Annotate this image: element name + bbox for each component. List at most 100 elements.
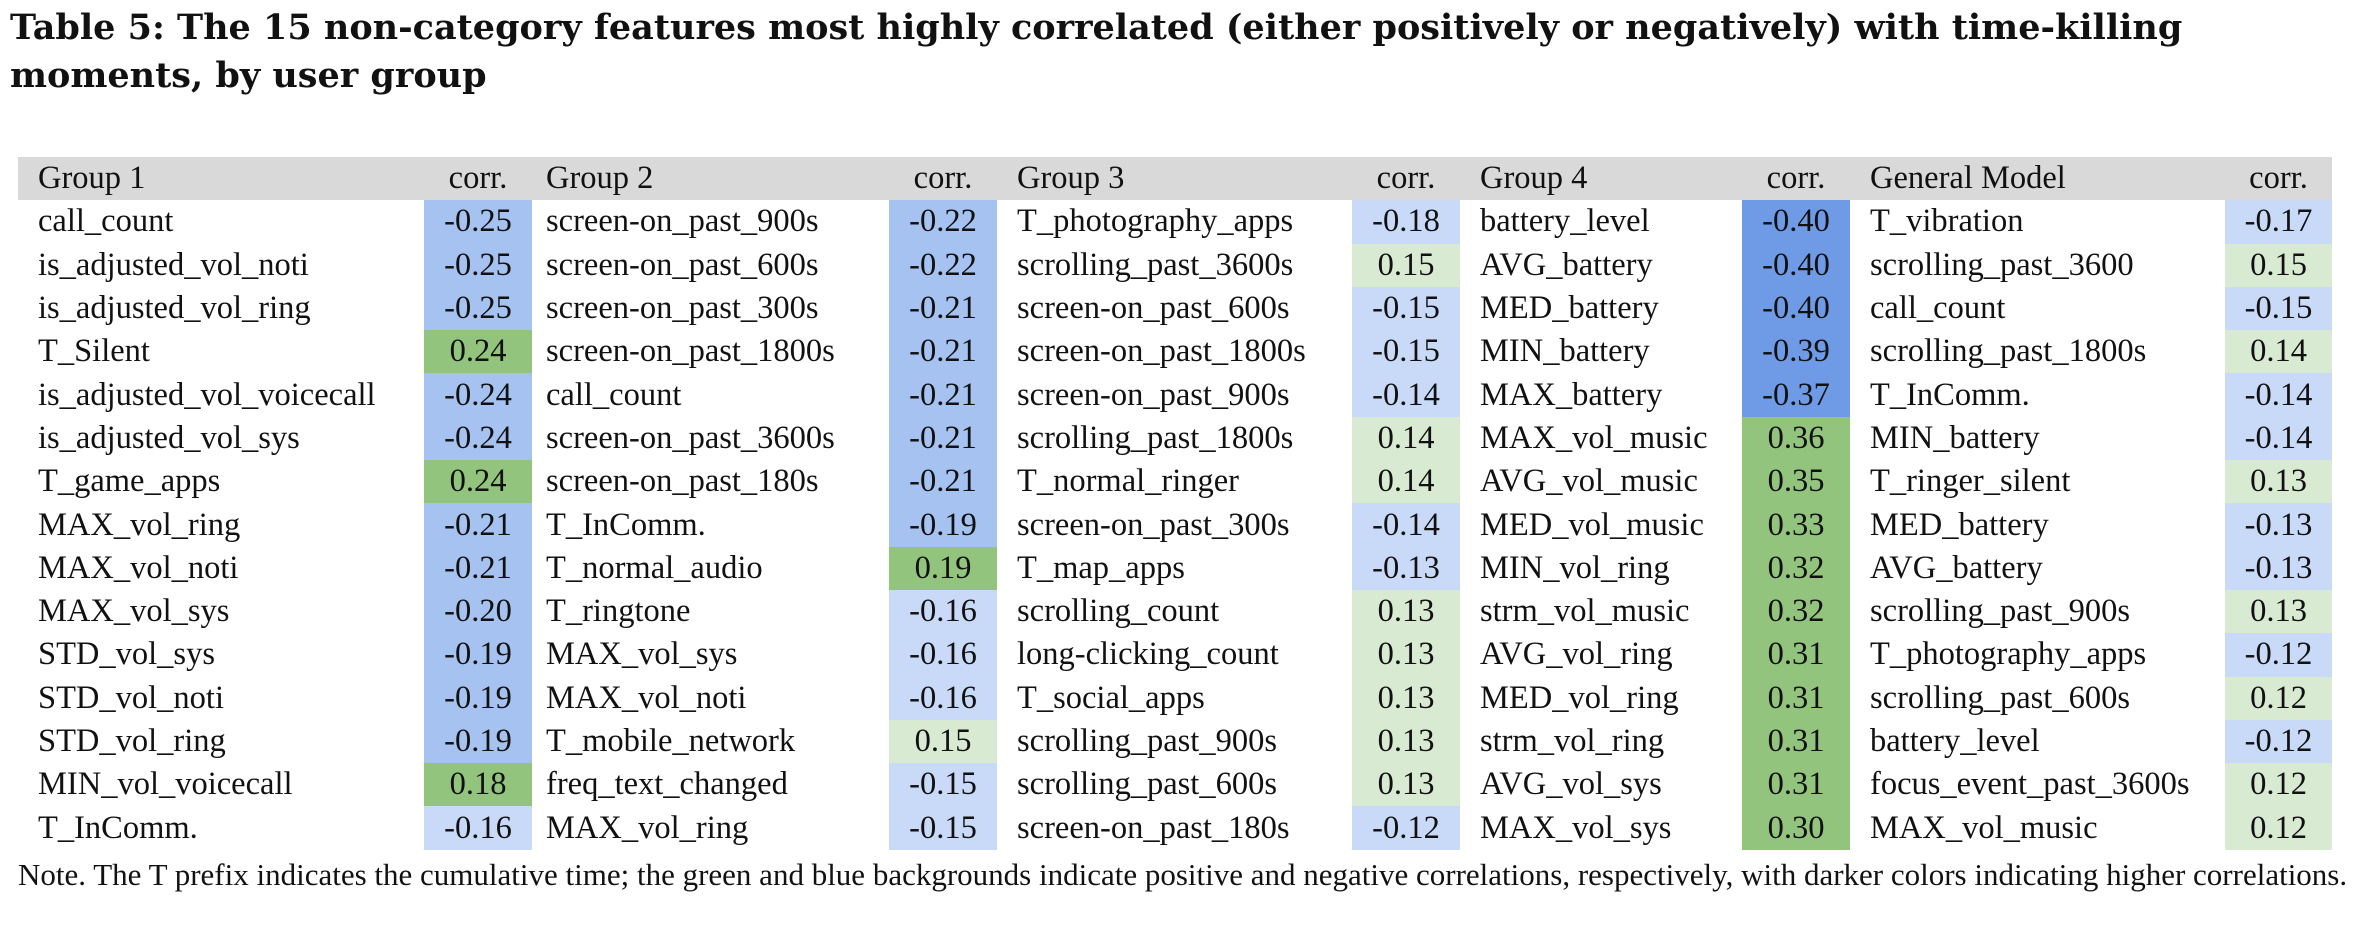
feature-cell: T_InComm. xyxy=(546,506,706,543)
feature-cell: screen-on_past_600s xyxy=(546,246,819,283)
corr-cell: -0.20 xyxy=(424,589,532,634)
feature-cell: scrolling_past_3600s xyxy=(1017,246,1294,283)
table-caption: Table 5: The 15 non-category features mo… xyxy=(10,7,2183,96)
corr-cell: -0.12 xyxy=(2225,633,2332,677)
feature-cell: freq_text_changed xyxy=(546,766,788,803)
feature-cell: MIN_battery xyxy=(1870,419,2040,456)
header-group-2: Group 2 xyxy=(532,157,889,201)
header-group-3: Group 3 xyxy=(997,157,1352,201)
corr-cell: 0.31 xyxy=(1742,676,1850,720)
corr-cell: 0.36 xyxy=(1742,416,1850,461)
table-row: is_adjusted_vol_sys -0.24 screen-on_past_3… xyxy=(18,416,2332,461)
feature-cell: MED_vol_music xyxy=(1480,506,1704,543)
header-corr-2: corr. xyxy=(889,157,997,201)
feature-cell: T_InComm. xyxy=(38,809,198,846)
feature-cell: MED_battery xyxy=(1870,506,2049,543)
corr-cell: 0.13 xyxy=(1352,676,1460,720)
feature-cell: scrolling_count xyxy=(1017,593,1220,630)
corr-cell: -0.13 xyxy=(1352,546,1460,590)
feature-cell: battery_level xyxy=(1870,723,2040,759)
feature-cell: scrolling_past_900s xyxy=(1017,723,1277,759)
corr-cell: -0.12 xyxy=(2225,719,2332,764)
feature-cell: T_normal_audio xyxy=(546,549,763,586)
corr-cell: -0.37 xyxy=(1742,373,1850,417)
feature-cell: call_count xyxy=(38,203,174,240)
feature-cell: T_map_apps xyxy=(1017,549,1185,586)
feature-cell: T_photography_apps xyxy=(1017,203,1294,240)
feature-cell: MAX_vol_music xyxy=(1480,419,1708,456)
corr-cell: -0.16 xyxy=(889,589,997,634)
corr-cell: 0.19 xyxy=(889,546,997,590)
corr-cell: 0.24 xyxy=(424,460,532,504)
header-corr-1: corr. xyxy=(424,157,532,201)
feature-cell: MAX_vol_noti xyxy=(38,549,239,586)
feature-cell: is_adjusted_vol_voicecall xyxy=(38,376,376,413)
corr-cell: -0.25 xyxy=(424,286,532,331)
feature-cell: screen-on_past_1800s xyxy=(546,333,835,370)
corr-cell: -0.25 xyxy=(424,200,532,244)
corr-cell: -0.15 xyxy=(889,806,997,850)
corr-cell: 0.24 xyxy=(424,330,532,374)
feature-cell: strm_vol_ring xyxy=(1480,723,1665,759)
corr-cell: 0.15 xyxy=(889,719,997,764)
corr-cell: 0.35 xyxy=(1742,460,1850,504)
corr-cell: -0.21 xyxy=(889,286,997,331)
table-body: call_count -0.25 screen-on_past_900s -0.22 T… xyxy=(18,200,2332,850)
corr-cell: -0.25 xyxy=(424,243,532,287)
table-row: STD_vol_noti -0.19 MAX_vol_noti -0.16 T_soci… xyxy=(18,676,2332,720)
corr-cell: -0.14 xyxy=(1352,503,1460,547)
corr-cell: -0.39 xyxy=(1742,330,1850,374)
corr-cell: -0.22 xyxy=(889,200,997,244)
feature-cell: T_ringer_silent xyxy=(1870,463,2071,500)
feature-cell: MED_battery xyxy=(1480,290,1659,327)
feature-cell: T_ringtone xyxy=(546,593,691,630)
feature-cell: AVG_battery xyxy=(1870,549,2043,586)
table-row: MAX_vol_ring -0.21 T_InComm. -0.19 screen-on… xyxy=(18,503,2332,547)
feature-cell: call_count xyxy=(546,376,682,413)
corr-cell: -0.13 xyxy=(2225,546,2332,590)
corr-cell: -0.15 xyxy=(1352,286,1460,331)
corr-cell: -0.17 xyxy=(2225,200,2332,244)
table-row: is_adjusted_vol_voicecall -0.24 call_count… xyxy=(18,373,2332,417)
corr-cell: -0.21 xyxy=(424,546,532,590)
corr-cell: -0.40 xyxy=(1742,286,1850,331)
header-group-1: Group 1 xyxy=(18,157,424,201)
corr-cell: 0.31 xyxy=(1742,763,1850,807)
table-row: STD_vol_ring -0.19 T_mobile_network 0.15 scr… xyxy=(18,719,2332,764)
corr-cell: -0.14 xyxy=(2225,416,2332,461)
corr-cell: -0.19 xyxy=(424,719,532,764)
corr-cell: -0.14 xyxy=(2225,373,2332,417)
corr-cell: -0.16 xyxy=(889,676,997,720)
table-row: is_adjusted_vol_ring -0.25 screen-on_past_… xyxy=(18,286,2332,331)
corr-cell: 0.15 xyxy=(1352,243,1460,287)
table-row: MAX_vol_sys -0.20 T_ringtone -0.16 scrolling… xyxy=(18,589,2332,634)
feature-cell: MAX_vol_ring xyxy=(546,809,749,846)
feature-cell: MIN_battery xyxy=(1480,333,1650,370)
feature-cell: T_Silent xyxy=(38,333,150,370)
feature-cell: is_adjusted_vol_noti xyxy=(38,246,309,283)
feature-cell: screen-on_past_900s xyxy=(546,203,819,240)
corr-cell: 0.13 xyxy=(1352,719,1460,764)
feature-cell: T_photography_apps xyxy=(1870,636,2147,673)
corr-cell: 0.13 xyxy=(1352,633,1460,677)
feature-cell: T_InComm. xyxy=(1870,376,2030,413)
feature-cell: strm_vol_music xyxy=(1480,593,1690,630)
corr-cell: 0.30 xyxy=(1742,806,1850,850)
header-corr-4: corr. xyxy=(1742,157,1850,201)
corr-cell: 0.13 xyxy=(1352,763,1460,807)
table-row: MIN_vol_voicecall 0.18 freq_text_changed -0… xyxy=(18,763,2332,807)
feature-cell: long-clicking_count xyxy=(1017,636,1279,673)
feature-cell: screen-on_past_300s xyxy=(1017,506,1290,543)
feature-cell: screen-on_past_300s xyxy=(546,290,819,327)
feature-cell: AVG_vol_sys xyxy=(1480,766,1662,803)
corr-cell: 0.32 xyxy=(1742,546,1850,590)
corr-cell: 0.18 xyxy=(424,763,532,807)
corr-cell: 0.14 xyxy=(1352,416,1460,461)
corr-cell: -0.19 xyxy=(424,676,532,720)
feature-cell: STD_vol_sys xyxy=(38,636,215,673)
feature-cell: STD_vol_ring xyxy=(38,723,226,759)
feature-cell: MAX_vol_sys xyxy=(38,593,230,630)
header-corr-3: corr. xyxy=(1352,157,1460,201)
feature-cell: screen-on_past_180s xyxy=(546,463,819,500)
